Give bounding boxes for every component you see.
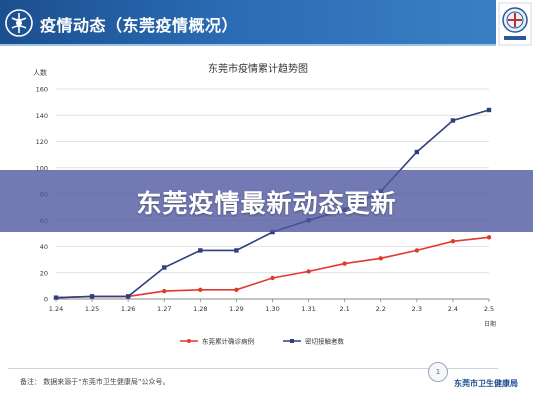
health-logo-icon — [5, 9, 33, 37]
header-bar: 疫情动态（东莞疫情概况） — [0, 0, 496, 44]
footer-note: 备注： 数据来源于“东莞市卫生健康局”公众号。 — [20, 378, 170, 386]
banner-text: 东莞疫情最新动态更新 — [136, 189, 397, 218]
legend-label-1: 东莞累计确诊病例 — [202, 337, 254, 346]
legend-label-2: 密切接触者数 — [305, 337, 345, 346]
data-point-series-1 — [342, 261, 347, 266]
data-point-series-2 — [53, 295, 59, 300]
data-point-series-2 — [198, 248, 203, 253]
data-point-series-2 — [486, 107, 492, 113]
x-tick-label: 2.5 — [484, 305, 494, 313]
page-number: 1 — [428, 362, 448, 382]
y-tick-label: 120 — [36, 138, 48, 146]
data-point-series-1 — [198, 287, 203, 293]
x-axis-label: 日期 — [484, 320, 496, 328]
banner-overlay — [0, 170, 533, 232]
x-tick-label: 1.28 — [193, 305, 207, 313]
x-tick-label: 1.27 — [157, 305, 171, 313]
y-tick-label: 140 — [36, 112, 48, 120]
trend-chart: 东莞市疫情累计趋势图 人数 日期 0204060801001201401601.… — [33, 62, 496, 346]
y-tick-label: 0 — [44, 296, 48, 304]
x-tick-label: 1.29 — [229, 305, 243, 313]
data-point-series-2 — [270, 229, 275, 235]
data-point-series-1 — [450, 239, 456, 244]
x-tick-label: 1.24 — [49, 305, 63, 313]
x-tick-label: 2.2 — [376, 305, 386, 313]
data-point-series-1 — [162, 288, 167, 294]
data-point-series-2 — [234, 248, 239, 253]
data-point-series-2 — [162, 265, 167, 270]
data-point-series-1 — [378, 256, 383, 261]
x-tick-label: 2.1 — [339, 305, 349, 313]
header-title: 疫情动态（东莞疫情概况） — [40, 16, 239, 35]
data-point-series-2 — [414, 149, 420, 155]
data-point-series-1 — [234, 287, 239, 293]
x-tick-label: 1.31 — [301, 305, 315, 313]
footer-divider — [8, 368, 498, 369]
data-point-series-2 — [89, 294, 95, 299]
x-tick-label: 1.26 — [121, 305, 135, 313]
y-tick-label: 20 — [40, 269, 48, 277]
y-tick-label: 160 — [36, 86, 48, 94]
y-tick-label: 100 — [36, 164, 48, 172]
y-axis-label: 人数 — [33, 68, 47, 77]
data-point-series-1 — [486, 235, 492, 240]
footer-organization: 东莞市卫生健康局 — [454, 379, 518, 388]
bureau-emblem-icon — [498, 2, 532, 46]
x-tick-label: 2.4 — [448, 305, 458, 313]
data-point-series-1 — [270, 275, 275, 281]
chart-title: 东莞市疫情累计趋势图 — [208, 62, 308, 75]
x-tick-label: 2.3 — [412, 305, 422, 313]
data-point-series-1 — [306, 269, 311, 274]
data-point-series-2 — [125, 294, 131, 299]
legend-marker-1 — [187, 339, 191, 343]
data-point-series-1 — [414, 248, 420, 253]
header-divider — [0, 44, 496, 46]
x-tick-label: 1.25 — [85, 305, 99, 313]
x-tick-label: 1.30 — [265, 305, 279, 313]
legend-marker-2 — [290, 339, 294, 343]
data-point-series-2 — [450, 118, 456, 123]
y-tick-label: 40 — [40, 243, 48, 251]
